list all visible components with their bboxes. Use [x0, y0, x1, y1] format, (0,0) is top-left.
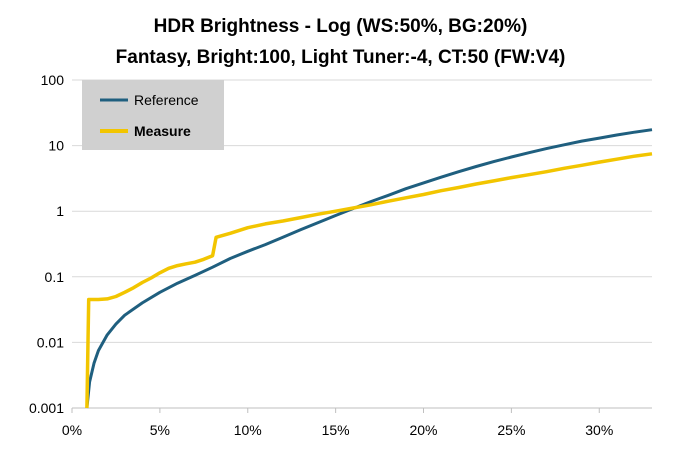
y-tick-label: 0.1 — [45, 269, 65, 285]
legend: Reference Measure — [82, 80, 224, 150]
legend-label-measure: Measure — [134, 123, 191, 139]
x-tick-label: 30% — [585, 422, 613, 438]
x-tick-label: 25% — [497, 422, 525, 438]
legend-label-reference: Reference — [134, 92, 199, 108]
axes: 0.001 0.01 0.1 1 10 100 0% 5% 10% 15% 20% 25% 30% — [29, 72, 652, 438]
y-tick-label: 10 — [48, 138, 64, 154]
x-tick-label: 5% — [150, 422, 170, 438]
x-tick-label: 20% — [409, 422, 437, 438]
chart-subtitle: Fantasy, Bright:100, Light Tuner:-4, CT:… — [116, 47, 566, 68]
x-tick-label: 10% — [234, 422, 262, 438]
y-tick-label: 0.001 — [29, 400, 64, 416]
y-tick-label: 0.01 — [37, 334, 64, 350]
series-line-reference — [85, 128, 653, 409]
x-tick-label: 15% — [322, 422, 350, 438]
chart-title: HDR Brightness - Log (WS:50%, BG:20%) — [154, 16, 528, 37]
x-tick-label: 0% — [62, 422, 82, 438]
y-tick-label: 100 — [41, 72, 65, 88]
legend-background — [82, 80, 224, 150]
series-lines — [85, 128, 653, 409]
series-line-measure — [85, 152, 653, 409]
y-tick-label: 1 — [56, 203, 64, 219]
